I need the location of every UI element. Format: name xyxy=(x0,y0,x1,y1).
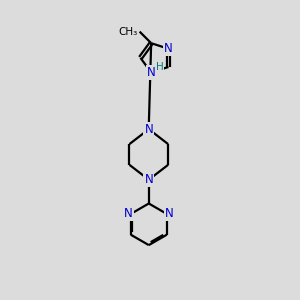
Text: N: N xyxy=(147,66,155,79)
Text: N: N xyxy=(144,123,153,136)
Text: N: N xyxy=(144,173,153,186)
Text: N: N xyxy=(165,207,174,220)
Text: CH₃: CH₃ xyxy=(118,27,137,37)
Text: H: H xyxy=(156,62,164,72)
Text: N: N xyxy=(164,42,173,55)
Text: N: N xyxy=(124,207,133,220)
